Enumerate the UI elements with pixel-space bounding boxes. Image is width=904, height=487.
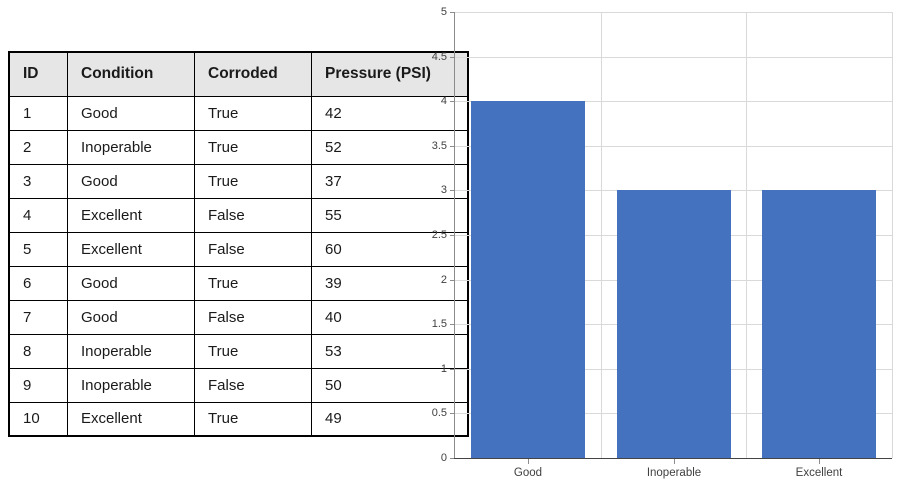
- table-row: 9 Inoperable False 50: [8, 367, 469, 403]
- y-axis-tick: [450, 369, 455, 370]
- table-cell: Good: [67, 265, 195, 301]
- x-axis-tick: [528, 459, 529, 464]
- table-row: 6 Good True 39: [8, 265, 469, 301]
- table-cell: 8: [8, 333, 68, 369]
- table-cell: 49: [311, 401, 469, 437]
- x-axis-tick: [674, 459, 675, 464]
- y-axis-tick-label: 0: [440, 452, 447, 464]
- table-cell: 7: [8, 299, 68, 335]
- table-cell: True: [194, 95, 312, 131]
- table-cell: True: [194, 333, 312, 369]
- y-axis-tick: [450, 413, 455, 414]
- y-axis-tick-label: 1.5: [431, 318, 447, 330]
- table-header: ID Condition Corroded Pressure (PSI): [8, 51, 469, 97]
- bar-inoperable: [617, 190, 731, 458]
- y-axis-line: [454, 12, 455, 459]
- table-cell: 52: [311, 129, 469, 165]
- table-cell: False: [194, 231, 312, 267]
- y-axis-tick-label: 0.5: [431, 407, 447, 419]
- table-cell: 4: [8, 197, 68, 233]
- y-axis-tick-label: 5: [440, 6, 447, 18]
- y-axis-tick: [450, 101, 455, 102]
- table-cell: 1: [8, 95, 68, 131]
- bar-excellent: [762, 190, 876, 458]
- table-cell: Good: [67, 299, 195, 335]
- table-cell: Excellent: [67, 231, 195, 267]
- table-cell: 50: [311, 367, 469, 403]
- table-row: 4 Excellent False 55: [8, 197, 469, 233]
- table-cell: Excellent: [67, 197, 195, 233]
- y-axis-tick-label: 2: [440, 274, 447, 286]
- pipe-inspection-table: ID Condition Corroded Pressure (PSI) 1 Good T…: [8, 51, 469, 437]
- y-axis-tick: [450, 324, 455, 325]
- table-cell: True: [194, 265, 312, 301]
- table-row: 5 Excellent False 60: [8, 231, 469, 267]
- table-cell: 39: [311, 265, 469, 301]
- table-cell: 55: [311, 197, 469, 233]
- y-gridline: [455, 57, 892, 58]
- x-axis-tick: [819, 459, 820, 464]
- table-cell: False: [194, 197, 312, 233]
- y-axis-tick: [450, 12, 455, 13]
- table-body: 1 Good True 42 2 Inoperable True 52 3 Good True 37 4…: [8, 95, 469, 437]
- table-row: 2 Inoperable True 52: [8, 129, 469, 165]
- table-cell: Excellent: [67, 401, 195, 437]
- table-cell: Good: [67, 163, 195, 199]
- table-row: 1 Good True 42: [8, 95, 469, 131]
- table-cell: 53: [311, 333, 469, 369]
- y-gridline: [455, 101, 892, 102]
- table-cell: 9: [8, 367, 68, 403]
- column-header-condition: Condition: [67, 51, 195, 97]
- table-row: 10 Excellent True 49: [8, 401, 469, 437]
- table-cell: 2: [8, 129, 68, 165]
- y-axis-tick-label: 4: [440, 95, 447, 107]
- table-cell: 3: [8, 163, 68, 199]
- y-axis-tick: [450, 146, 455, 147]
- table-cell: 42: [311, 95, 469, 131]
- condition-count-bar-chart: 0 0.5 1 1.5 2 2.5 3 3.5 4 4.5 5 Good Inoperable Excel…: [425, 0, 904, 487]
- y-axis-tick-label: 2.5: [431, 229, 447, 241]
- x-gridline: [601, 12, 602, 458]
- y-axis-tick: [450, 190, 455, 191]
- table-row: 3 Good True 37: [8, 163, 469, 199]
- column-header-id: ID: [8, 51, 68, 97]
- table-cell: Inoperable: [67, 367, 195, 403]
- table-cell: True: [194, 163, 312, 199]
- y-axis-tick: [450, 57, 455, 58]
- table-header-row: ID Condition Corroded Pressure (PSI): [8, 51, 469, 97]
- x-axis-category-label: Excellent: [795, 467, 843, 479]
- y-axis-tick-label: 3: [440, 184, 447, 196]
- table-cell: Inoperable: [67, 129, 195, 165]
- table-cell: True: [194, 401, 312, 437]
- y-axis-tick: [450, 235, 455, 236]
- y-gridline: [455, 12, 892, 13]
- table-cell: Good: [67, 95, 195, 131]
- table-cell: 60: [311, 231, 469, 267]
- y-axis-tick: [450, 280, 455, 281]
- table-cell: True: [194, 129, 312, 165]
- column-header-corroded: Corroded: [194, 51, 312, 97]
- y-axis-tick-label: 1: [440, 363, 447, 375]
- table-row: 8 Inoperable True 53: [8, 333, 469, 369]
- x-gridline: [746, 12, 747, 458]
- table-cell: False: [194, 299, 312, 335]
- y-axis-tick-label: 4.5: [431, 51, 447, 63]
- x-gridline: [892, 12, 893, 458]
- y-gridline: [455, 146, 892, 147]
- y-axis-tick-label: 3.5: [431, 140, 447, 152]
- table-row: 7 Good False 40: [8, 299, 469, 335]
- table-cell: 5: [8, 231, 68, 267]
- table-cell: 10: [8, 401, 68, 437]
- y-axis-tick: [450, 458, 455, 459]
- table-cell: Inoperable: [67, 333, 195, 369]
- bar-good: [471, 101, 585, 458]
- table-cell: 6: [8, 265, 68, 301]
- x-axis-category-label: Inoperable: [646, 467, 702, 479]
- x-axis-line: [454, 458, 892, 459]
- x-axis-category-label: Good: [513, 467, 543, 479]
- table-cell: False: [194, 367, 312, 403]
- column-header-pressure-psi: Pressure (PSI): [311, 51, 469, 97]
